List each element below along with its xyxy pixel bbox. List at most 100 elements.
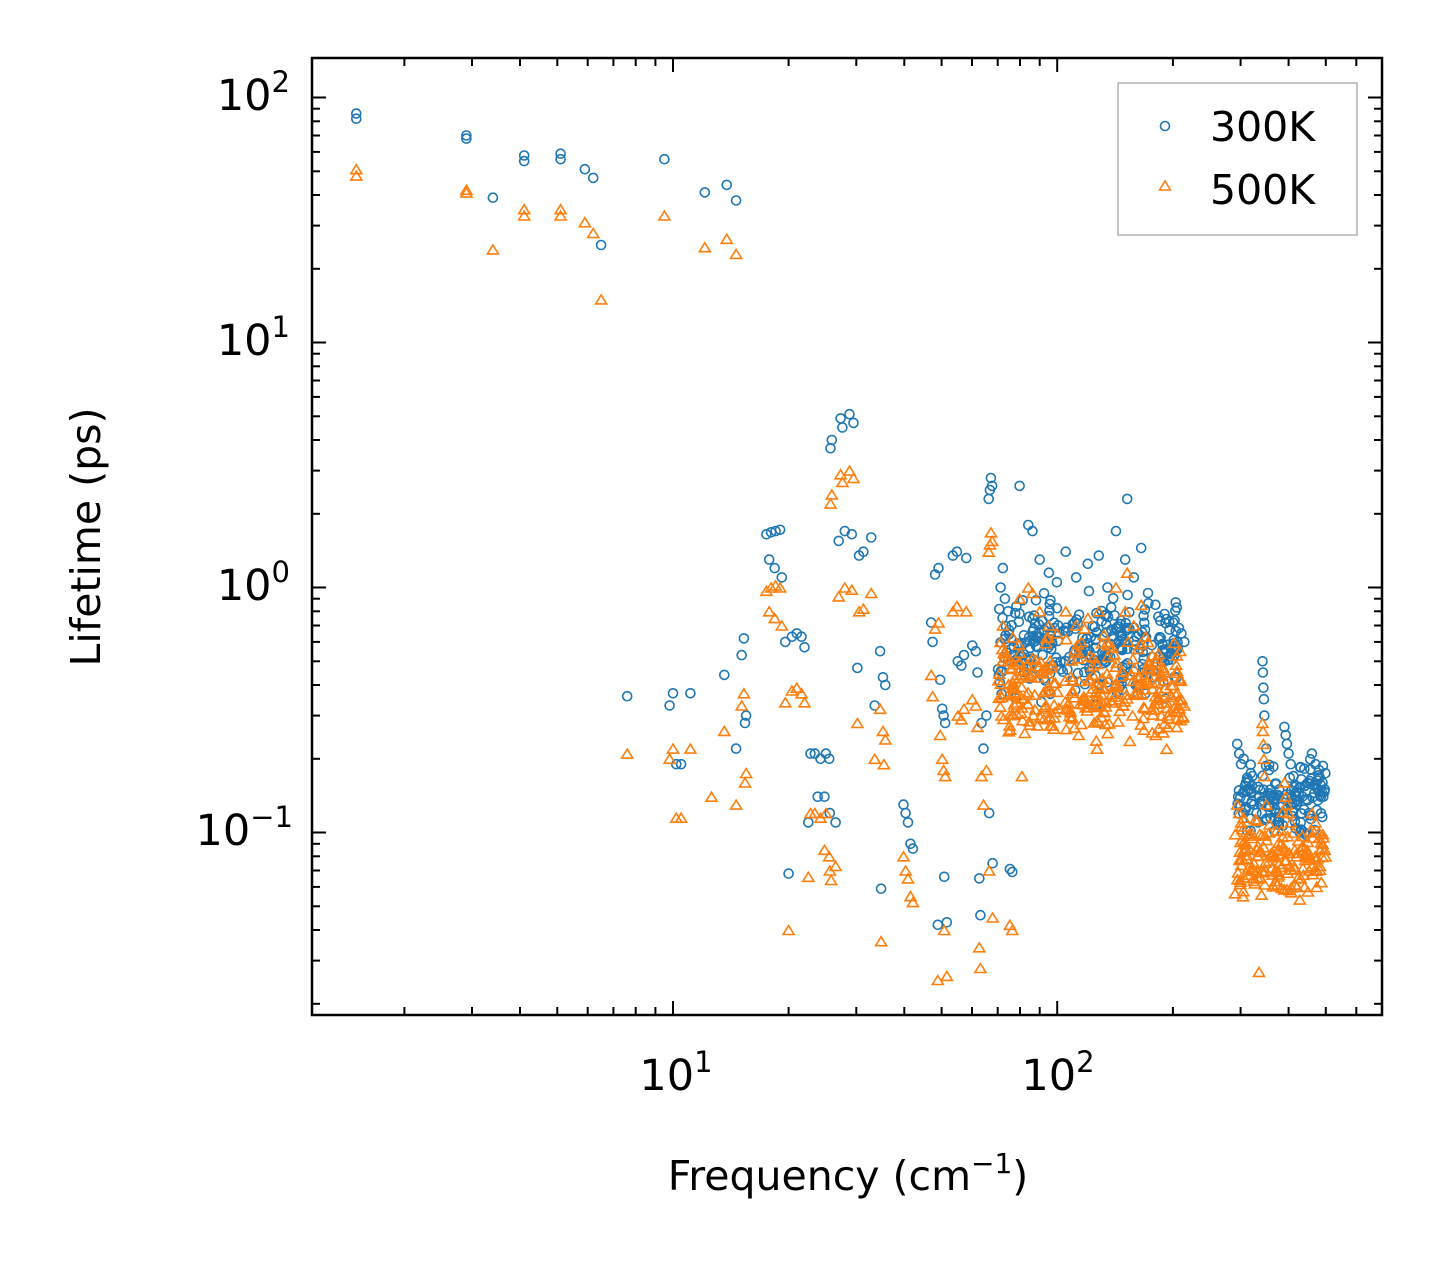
data-point-500K-cluster	[1071, 646, 1086, 658]
data-point-500K	[935, 752, 950, 765]
data-point-300K-cluster	[1318, 791, 1329, 803]
data-point-500K-cluster	[1071, 728, 1086, 741]
data-point-500K-cluster	[1086, 668, 1101, 681]
data-point-500K-cluster	[1059, 723, 1074, 735]
data-point-500K	[734, 699, 749, 711]
data-point-500K	[1080, 612, 1095, 624]
data-point-300K-cluster	[1091, 607, 1102, 619]
data-point-300K-cluster	[1102, 611, 1114, 623]
data-point-300K-cluster	[1295, 762, 1306, 773]
data-point-500K	[1262, 826, 1277, 838]
data-point-500K	[831, 590, 846, 602]
data-point-500K-cluster	[1073, 697, 1088, 709]
data-point-500K-cluster	[1151, 697, 1166, 710]
data-point-500K	[1005, 923, 1020, 936]
data-point-500K	[674, 811, 689, 824]
data-point-300K	[1119, 554, 1131, 565]
data-point-500K	[349, 163, 364, 175]
data-point-500K-cluster	[1046, 722, 1061, 735]
data-point-500K-cluster	[1137, 677, 1152, 690]
data-point-500K	[1058, 605, 1073, 617]
data-point-500K-cluster	[1096, 628, 1111, 641]
x-tick-label-100: 102	[1021, 1045, 1094, 1101]
data-point-500K	[577, 216, 592, 228]
data-point-500K-cluster	[1170, 666, 1184, 679]
data-point-500K-cluster	[1291, 834, 1306, 846]
data-point-500K-cluster	[1030, 719, 1045, 731]
data-point-500K-cluster	[1090, 742, 1104, 755]
data-point-500K-cluster	[1110, 681, 1125, 693]
data-point-500K-cluster	[1169, 712, 1184, 725]
data-point-300K	[951, 546, 963, 558]
data-point-300K	[1247, 770, 1258, 782]
data-point-300K	[1313, 764, 1325, 776]
data-point-500K-cluster	[1045, 658, 1059, 670]
data-point-500K	[1317, 843, 1332, 856]
data-point-500K-cluster	[1169, 664, 1184, 677]
data-point-500K-cluster	[1152, 685, 1167, 698]
data-point-500K-cluster	[1127, 662, 1142, 675]
data-point-300K-cluster	[1013, 616, 1025, 628]
data-point-500K	[739, 766, 754, 779]
data-point-300K	[487, 192, 499, 203]
data-point-500K	[1109, 581, 1123, 593]
x-axis-label-text: Frequency (cm	[668, 1152, 971, 1200]
data-point-500K-cluster	[1038, 637, 1053, 649]
data-point-500K	[1304, 807, 1319, 819]
data-point-500K	[985, 911, 1000, 923]
data-point-500K-cluster	[1070, 638, 1085, 650]
data-point-500K-cluster	[1102, 717, 1117, 729]
data-points	[349, 108, 1333, 986]
data-point-500K-cluster	[1154, 668, 1169, 680]
data-point-300K-cluster	[1055, 656, 1066, 668]
data-point-500K	[1025, 586, 1040, 599]
data-point-500K	[1297, 880, 1312, 893]
data-point-500K	[1100, 635, 1115, 648]
data-point-300K	[1093, 550, 1105, 561]
data-point-300K	[938, 871, 950, 883]
data-point-500K	[1286, 826, 1301, 838]
data-point-500K-cluster	[1173, 674, 1188, 687]
data-point-300K	[812, 791, 824, 803]
data-point-500K	[1021, 581, 1036, 593]
data-point-500K-cluster	[1047, 698, 1062, 711]
data-point-500K	[662, 752, 677, 765]
data-point-500K-cluster	[1034, 665, 1049, 677]
data-point-500K	[1259, 798, 1274, 810]
data-point-500K	[957, 702, 971, 715]
data-point-500K	[1264, 850, 1279, 862]
data-point-500K-cluster	[1228, 887, 1243, 899]
data-point-500K-cluster	[1125, 709, 1140, 721]
data-point-500K-cluster	[1132, 688, 1146, 701]
data-point-300K	[1238, 753, 1249, 765]
data-point-500K	[898, 864, 913, 876]
data-point-300K	[667, 687, 679, 699]
data-point-500K	[517, 203, 532, 215]
data-point-500K	[823, 497, 838, 509]
data-point-300K-cluster	[1122, 589, 1133, 601]
data-point-300K	[518, 150, 530, 161]
data-point-500K-cluster	[1235, 823, 1250, 835]
data-point-500K	[1141, 635, 1155, 648]
data-point-300K	[1273, 784, 1285, 795]
data-point-500K	[939, 969, 954, 982]
data-point-300K-cluster	[1044, 605, 1055, 616]
data-point-300K	[1043, 567, 1055, 579]
data-point-500K	[931, 616, 946, 628]
data-point-500K-cluster	[1295, 830, 1310, 842]
data-point-500K-cluster	[1036, 686, 1051, 698]
data-point-500K-cluster	[1288, 878, 1302, 890]
data-point-500K	[1174, 693, 1189, 705]
data-point-300K	[796, 631, 807, 643]
data-point-300K	[587, 172, 599, 184]
data-point-300K	[761, 528, 772, 540]
data-point-500K	[856, 602, 871, 615]
data-point-300K	[1070, 572, 1082, 583]
data-point-500K-cluster	[1063, 670, 1078, 683]
data-point-500K-cluster	[1151, 722, 1166, 734]
data-point-500K	[553, 209, 568, 221]
data-point-300K	[1060, 546, 1071, 558]
data-point-300K	[938, 710, 949, 721]
data-point-500K-cluster	[1038, 661, 1053, 673]
x-axis-label-superscript: −1	[971, 1147, 1012, 1180]
